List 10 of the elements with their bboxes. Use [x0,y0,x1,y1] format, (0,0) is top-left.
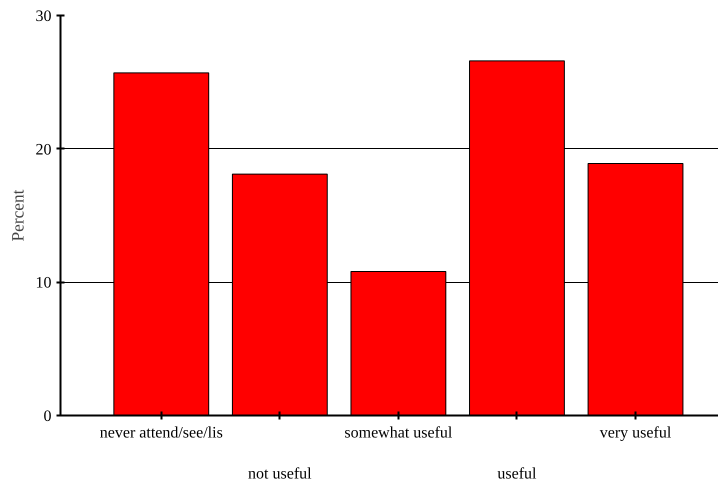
x-tick-label: useful [497,465,538,482]
y-tick-label: 30 [36,8,52,25]
y-axis-title: Percent [8,189,28,242]
y-tick-label: 20 [36,141,52,158]
x-tick-label: very useful [600,424,672,442]
x-tick-label: somewhat useful [344,424,453,442]
y-tick-label: 0 [44,408,52,425]
x-tick-label: never attend/see/lis [100,424,223,442]
x-tick-label: not useful [248,465,312,482]
y-tick-label: 10 [36,274,52,292]
